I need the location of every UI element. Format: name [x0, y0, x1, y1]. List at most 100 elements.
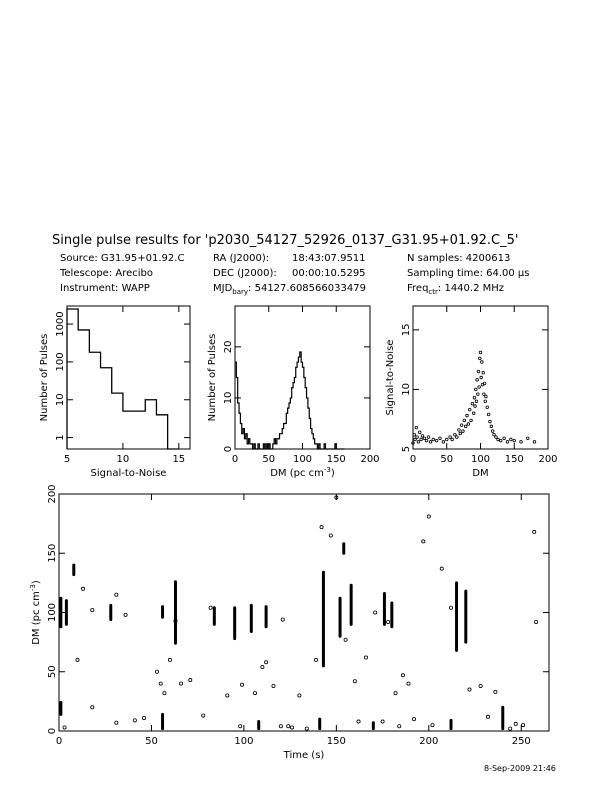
time-dm-point [132, 718, 137, 723]
time-dm-point [343, 637, 348, 642]
ra-value: 18:43:07.9511 [292, 253, 366, 264]
dm-snr-point [478, 350, 483, 355]
time-dm-point [62, 725, 67, 730]
dm-snr-point [419, 437, 423, 442]
dm-snr-point [499, 438, 503, 443]
dm-snr-point [470, 402, 475, 406]
dm-snr-point [481, 371, 485, 375]
time-dm-point [508, 726, 513, 731]
dm-hist-xtick-label: 100 [293, 454, 312, 465]
dm-snr-point [505, 440, 510, 444]
dm-snr-point [424, 438, 429, 443]
time-dm-point [114, 720, 119, 725]
freq-value: : 1440.2 MHz [437, 283, 505, 294]
freq-label: Freq [407, 283, 429, 294]
snr-hist-ytick-label: 10 [55, 393, 66, 406]
time-dm-point [400, 673, 405, 678]
snr-hist-steps [66, 308, 179, 450]
dm-snr-point [489, 424, 493, 429]
time-dm-point [314, 657, 319, 662]
dm-snr-point [461, 429, 465, 433]
mjd-label: MJD [213, 283, 233, 294]
dm-snr-point [468, 407, 472, 412]
dec-value: 00:00:10.5295 [292, 268, 366, 279]
time-dm-point [426, 514, 431, 519]
sampling-time-field: Sampling time: 64.00 µs [407, 268, 530, 279]
dm-hist-frame [234, 305, 371, 450]
dm-snr-point [494, 435, 498, 439]
dm-hist-steps [235, 351, 345, 450]
time-dm-xtick-label: 100 [234, 736, 253, 747]
dm-snr-point [453, 433, 457, 437]
dm-snr-point [526, 436, 530, 440]
time-dm-point [467, 687, 472, 692]
telescope-field: Telescope: Arecibo [60, 268, 153, 279]
time-dm-point [328, 533, 333, 538]
dm-snr-point [438, 436, 442, 440]
time-dm-point [534, 619, 539, 624]
ra-label: RA (J2000): [213, 253, 270, 264]
dm-snr-point [448, 435, 452, 439]
dm-snr-point [473, 404, 477, 408]
time-dm-ytick-label: 50 [47, 665, 58, 678]
time-dm-point [201, 713, 206, 718]
time-dm-frame [58, 493, 550, 732]
time-dm-point [363, 655, 368, 660]
dm-snr-point [411, 441, 415, 445]
dm-snr-point [490, 429, 495, 433]
time-dm-point [90, 608, 95, 613]
time-dm-point [289, 725, 294, 730]
time-dm-point [81, 586, 86, 591]
dm-snr-point [450, 437, 454, 442]
time-dm-xtick-label: 0 [56, 736, 62, 747]
time-dm-ytick-label: 0 [47, 728, 58, 734]
time-dm-point [158, 681, 163, 686]
dm-snr-point [422, 436, 427, 440]
source-field: Source: G31.95+01.92.C [60, 253, 185, 264]
dm-snr-point [486, 412, 491, 417]
time-dm-point [225, 693, 230, 698]
dm-snr-point [469, 418, 473, 423]
time-dm-point [114, 592, 119, 597]
dm-hist-ytick-label: 10 [223, 392, 234, 405]
dm-snr-point [412, 433, 417, 437]
dm-snr-point [484, 394, 488, 399]
dm-snr-point [434, 438, 439, 443]
time-dm-point [142, 715, 147, 720]
dm-snr-point [441, 440, 446, 444]
time-dm-point [238, 724, 243, 729]
dm-snr-point [485, 405, 489, 409]
dm-hist-xlabel-sup: -3 [324, 466, 331, 474]
dm-snr-point [492, 433, 496, 437]
time-dm-point [421, 539, 426, 544]
dm-snr-xtick-label: 200 [538, 454, 557, 465]
time-dm-point [334, 495, 339, 500]
dm-snr-point [428, 440, 433, 444]
dm-snr-point [466, 422, 471, 426]
time-dm-point [493, 689, 498, 694]
dm-hist-xlabel-end: ) [331, 468, 335, 479]
time-dm-xtick-label: 150 [327, 736, 346, 747]
time-dm-point [439, 566, 444, 571]
dm-snr-point [483, 399, 487, 404]
dm-snr-ylabel: Signal-to-Noise [385, 340, 396, 416]
time-dm-xtick-label: 50 [145, 736, 158, 747]
time-dm-xtick-label: 200 [419, 736, 438, 747]
time-dm-point [397, 724, 402, 729]
time-dm-ylabel-end: ) [31, 580, 42, 584]
dm-hist-xtick-label: 200 [360, 454, 379, 465]
dm-hist-xtick-label: 150 [327, 454, 346, 465]
time-dm-point [448, 605, 453, 610]
dm-snr-point [458, 431, 462, 436]
dm-snr-point [476, 392, 480, 396]
time-dm-point [208, 605, 213, 610]
dm-snr-point [459, 423, 464, 427]
mjd-sub: bary [232, 288, 249, 296]
dm-snr-point [479, 375, 483, 380]
dm-snr-xtick-label: 150 [505, 454, 524, 465]
dm-snr-axes: 0 50 100 150 200 5 10 15 DM Signal-to-Noise [385, 305, 558, 479]
dec-label: DEC (J2000): [213, 268, 277, 279]
time-dm-point [373, 610, 378, 615]
dm-snr-point [472, 396, 477, 400]
time-dm-point [240, 682, 245, 687]
